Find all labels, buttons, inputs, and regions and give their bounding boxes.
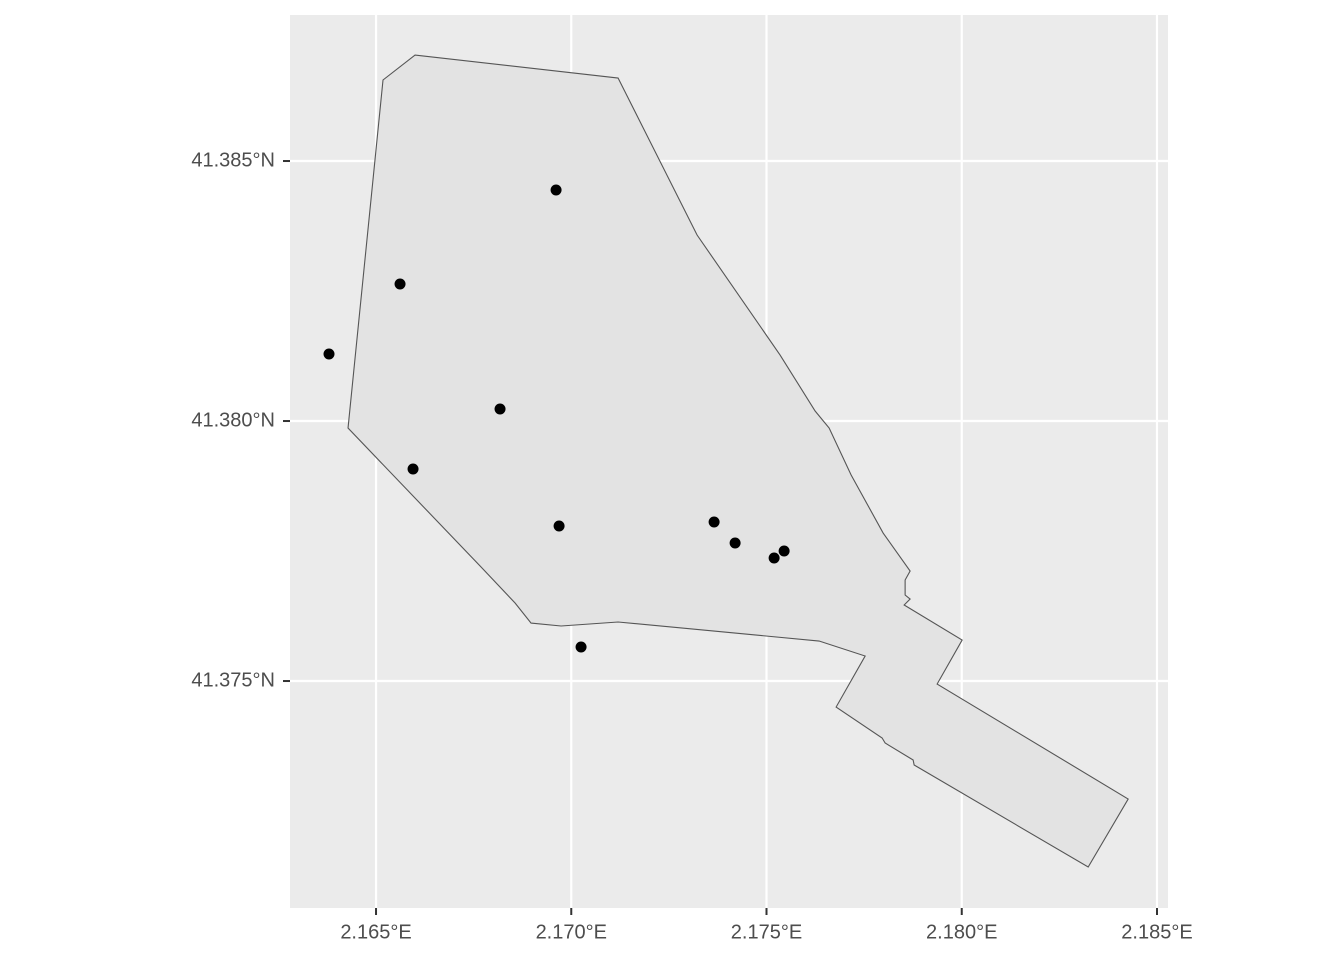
x-tick-label: 2.180°E [926, 921, 997, 943]
point [729, 537, 741, 549]
point [768, 552, 780, 564]
point [394, 278, 406, 290]
y-tick-label: 41.380°N [191, 409, 275, 431]
point [575, 641, 587, 653]
x-tick-label: 2.165°E [340, 921, 411, 943]
y-tick-label: 41.375°N [191, 669, 275, 691]
point [553, 520, 565, 532]
district-polygon [347, 54, 1129, 868]
x-tick-label: 2.185°E [1121, 921, 1192, 943]
point [550, 184, 562, 196]
x-tick-label: 2.170°E [536, 921, 607, 943]
point [494, 403, 506, 415]
y-tick-label: 41.385°N [191, 149, 275, 171]
x-tick-label: 2.175°E [731, 921, 802, 943]
point [708, 516, 720, 528]
point [407, 463, 419, 475]
point [323, 348, 335, 360]
point [778, 545, 790, 557]
